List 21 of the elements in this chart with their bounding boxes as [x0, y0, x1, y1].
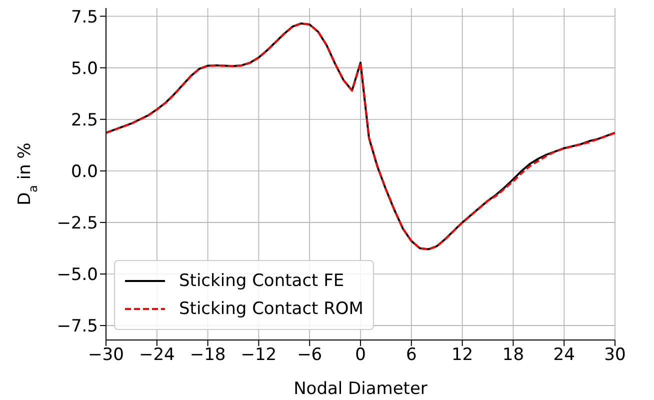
x-tick-label: −24	[138, 345, 175, 366]
x-tick-label: −18	[190, 345, 226, 366]
y-tick-label: −2.5	[56, 213, 98, 234]
x-tick-label: 30	[604, 345, 626, 366]
legend-label: Sticking Contact ROM	[179, 298, 364, 321]
x-tick-label: 12	[451, 345, 474, 366]
y-tick-label: 7.5	[70, 7, 98, 28]
x-tick-label: 6	[406, 345, 417, 366]
y-tick-label: 2.5	[70, 110, 98, 130]
x-axis-title: Nodal Diameter	[294, 379, 428, 399]
x-tick-label: 0	[355, 345, 366, 366]
x-tick-label: −6	[297, 345, 322, 366]
x-tick-label: 24	[553, 345, 575, 366]
x-tick-label: −12	[240, 345, 277, 366]
x-tick-label: 18	[502, 345, 524, 366]
legend-label: Sticking Contact FE	[179, 270, 344, 293]
y-tick-label: 0.0	[70, 162, 98, 182]
y-tick-label: 5.0	[70, 58, 98, 79]
x-tick-label: −30	[88, 345, 124, 366]
y-tick-label: −5.0	[56, 265, 98, 286]
y-tick-label: −7.5	[56, 316, 98, 337]
